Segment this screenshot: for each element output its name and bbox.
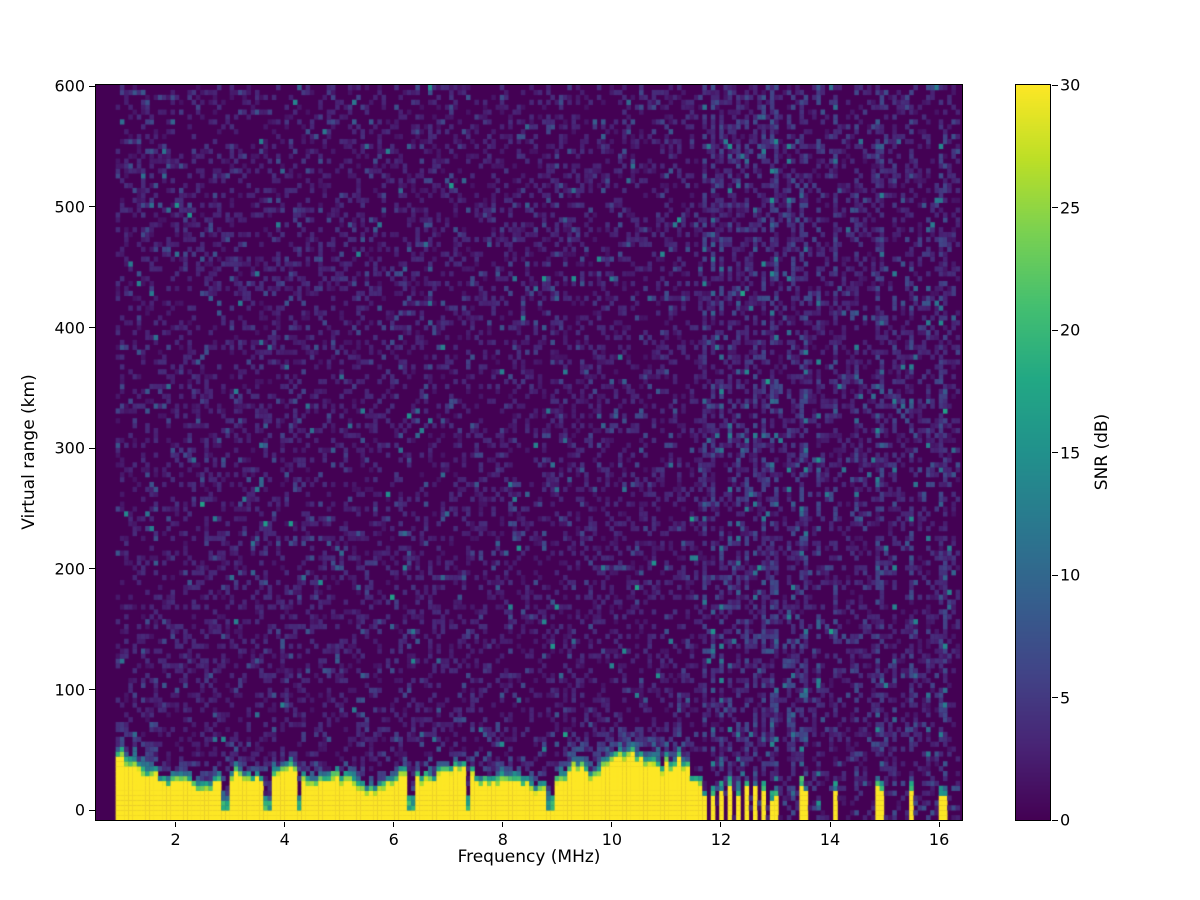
colorbar-tick-mark xyxy=(1052,84,1058,86)
y-tick-mark xyxy=(89,568,95,570)
colorbar-tick-label: 30 xyxy=(1060,75,1081,95)
y-tick-label: 600 xyxy=(54,76,85,96)
y-tick-mark xyxy=(89,447,95,449)
colorbar-tick-label: 10 xyxy=(1060,565,1081,585)
colorbar-tick-label: 20 xyxy=(1060,320,1081,340)
colorbar-tick-label: 15 xyxy=(1060,443,1081,462)
y-tick-mark xyxy=(89,85,95,87)
x-tick-mark xyxy=(611,822,613,827)
x-tick-label: 6 xyxy=(388,830,399,849)
x-tick-label: 14 xyxy=(819,830,841,849)
x-tick-mark xyxy=(284,822,286,827)
x-tick-mark xyxy=(720,822,722,827)
x-tick-label: 8 xyxy=(497,830,508,849)
x-tick-mark xyxy=(938,822,940,827)
x-axis-label: Frequency (MHz) xyxy=(457,847,601,867)
x-tick-mark xyxy=(175,822,177,827)
colorbar-tick-label: 25 xyxy=(1060,198,1081,217)
x-tick-label: 2 xyxy=(170,830,181,849)
colorbar-gradient xyxy=(1015,84,1051,821)
y-tick-mark xyxy=(89,206,95,208)
y-tick-label: 200 xyxy=(54,559,85,579)
x-tick-label: 10 xyxy=(601,830,623,849)
colorbar-tick-mark xyxy=(1052,697,1058,698)
y-tick-label: 0 xyxy=(74,800,85,820)
colorbar-tick-mark xyxy=(1052,452,1058,453)
x-tick-label: 16 xyxy=(928,830,950,849)
colorbar-tick-mark xyxy=(1052,574,1058,576)
y-tick-mark xyxy=(89,327,95,329)
x-tick-label: 4 xyxy=(279,830,290,849)
x-tick-mark xyxy=(393,822,395,827)
y-axis-label: Virtual range (km) xyxy=(19,374,39,530)
ionogram-heatmap xyxy=(95,84,963,821)
colorbar-tick-mark xyxy=(1052,207,1058,208)
x-tick-mark xyxy=(829,822,831,827)
y-tick-label: 500 xyxy=(54,197,85,217)
x-tick-mark xyxy=(502,822,504,827)
colorbar-tick-mark xyxy=(1052,329,1058,331)
x-tick-label: 12 xyxy=(710,830,732,849)
colorbar-label: SNR (dB) xyxy=(1092,413,1112,491)
y-tick-mark xyxy=(89,809,95,811)
y-tick-mark xyxy=(89,689,95,691)
y-tick-label: 100 xyxy=(54,680,85,700)
colorbar-tick-mark xyxy=(1052,819,1058,821)
y-tick-label: 400 xyxy=(54,318,85,338)
colorbar-tick-label: 0 xyxy=(1060,810,1071,830)
colorbar-tick-label: 5 xyxy=(1060,688,1071,707)
y-tick-label: 300 xyxy=(54,438,85,458)
